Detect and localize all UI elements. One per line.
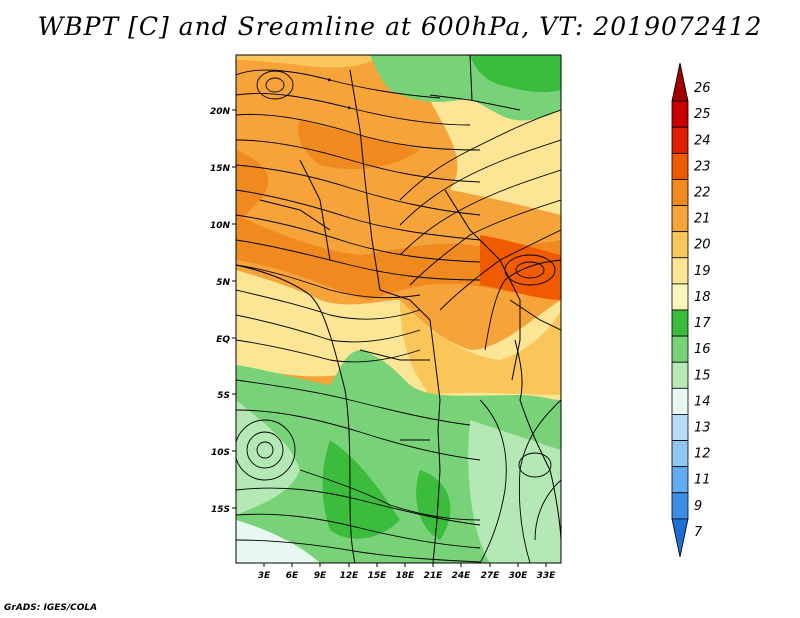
lat-label-20n: 20N bbox=[210, 107, 231, 117]
colorbar-label: 12 bbox=[694, 447, 711, 462]
map-frame bbox=[235, 54, 562, 564]
lon-tick: 6E bbox=[286, 563, 299, 581]
lon-label-21e: 21E bbox=[424, 571, 444, 581]
lat-tick: 15N bbox=[210, 164, 236, 174]
lon-tick: 30E bbox=[509, 563, 529, 581]
lon-tick: 18E bbox=[396, 563, 416, 581]
colorbar-label: 22 bbox=[694, 186, 711, 201]
lon-label-18e: 18E bbox=[396, 571, 416, 581]
lat-tick: EQ bbox=[216, 335, 236, 345]
lat-label-10s: 10S bbox=[211, 448, 230, 458]
lon-tick: 9E bbox=[314, 563, 327, 581]
lat-label-eq: EQ bbox=[216, 335, 230, 345]
chart-title: WBPT [C] and Sreamline at 600hPa, VT: 20… bbox=[37, 12, 763, 41]
colorbar-swatch bbox=[671, 440, 689, 468]
lon-label-12e: 12E bbox=[340, 571, 360, 581]
lon-label-6e: 6E bbox=[286, 571, 299, 581]
lat-tick: 10N bbox=[210, 221, 236, 231]
colorbar-label: 24 bbox=[694, 133, 711, 148]
lat-axis: 20N 15N 10N 5N EQ 5S 10S 15S bbox=[210, 107, 236, 515]
colorbar-label: 13 bbox=[694, 421, 711, 436]
colorbar-swatch bbox=[671, 100, 689, 128]
lon-label-3e: 3E bbox=[258, 571, 271, 581]
colorbar-swatch bbox=[671, 466, 689, 494]
wbpt-field bbox=[236, 55, 561, 563]
colorbar-swatch bbox=[671, 126, 689, 154]
country-borders bbox=[236, 55, 561, 563]
lat-tick: 10S bbox=[211, 448, 236, 458]
lon-tick: 15E bbox=[368, 563, 388, 581]
lon-axis: 3E 6E 9E 12E 15E 18E 21E 24E 27E 30E 33E bbox=[258, 563, 556, 581]
lat-tick: 5N bbox=[216, 278, 236, 288]
colorbar-swatch bbox=[671, 492, 689, 520]
colorbar-label: 18 bbox=[694, 290, 711, 305]
colorbar-label: 19 bbox=[694, 264, 711, 279]
lon-label-27e: 27E bbox=[481, 571, 501, 581]
lat-tick: 15S bbox=[211, 505, 236, 515]
colorbar-label: 25 bbox=[694, 107, 711, 122]
colorbar-label: 14 bbox=[694, 394, 711, 409]
colorbar-label: 15 bbox=[694, 368, 711, 383]
lat-label-15s: 15S bbox=[211, 505, 230, 515]
colorbar-swatch bbox=[671, 361, 689, 389]
colorbar-swatch bbox=[671, 152, 689, 180]
grads-credit: GrADS: IGES/COLA bbox=[4, 603, 98, 613]
lat-tick: 20N bbox=[210, 107, 236, 117]
colorbar-swatch bbox=[671, 309, 689, 337]
lat-label-15n: 15N bbox=[210, 164, 231, 174]
lon-tick: 12E bbox=[340, 563, 360, 581]
colorbar-label: 20 bbox=[694, 238, 711, 253]
lon-tick: 33E bbox=[537, 563, 557, 581]
lon-tick: 21E bbox=[424, 563, 444, 581]
colorbar-swatch bbox=[671, 335, 689, 363]
lat-label-5n: 5N bbox=[216, 278, 230, 288]
lat-label-5s: 5S bbox=[217, 391, 230, 401]
colorbar-label: 7 bbox=[694, 525, 703, 540]
lon-tick: 3E bbox=[258, 563, 271, 581]
lon-label-24e: 24E bbox=[452, 571, 472, 581]
colorbar-swatch bbox=[671, 205, 689, 233]
colorbar-label: 21 bbox=[694, 212, 711, 227]
colorbar-swatch bbox=[671, 518, 689, 558]
lon-tick: 27E bbox=[481, 563, 501, 581]
colorbar-swatch bbox=[671, 387, 689, 415]
lon-tick: 24E bbox=[452, 563, 472, 581]
lon-label-30e: 30E bbox=[509, 571, 529, 581]
lat-label-10n: 10N bbox=[210, 221, 231, 231]
colorbar-swatch bbox=[671, 414, 689, 441]
colorbar-label: 23 bbox=[694, 159, 711, 174]
streamlines bbox=[236, 69, 561, 563]
colorbar-swatch bbox=[671, 179, 689, 206]
lon-label-15e: 15E bbox=[368, 571, 388, 581]
colorbar-swatch bbox=[671, 257, 689, 285]
colorbar-label: 9 bbox=[694, 499, 702, 514]
lon-label-33e: 33E bbox=[537, 571, 557, 581]
colorbar-swatch bbox=[671, 283, 689, 311]
colorbar-label: 16 bbox=[694, 342, 711, 357]
colorbar-swatch bbox=[671, 62, 689, 102]
colorbar-label: 11 bbox=[694, 473, 711, 488]
lon-label-9e: 9E bbox=[314, 571, 327, 581]
colorbar-swatch bbox=[671, 231, 689, 259]
colorbar-label: 17 bbox=[694, 316, 711, 331]
colorbar-label: 26 bbox=[694, 81, 711, 96]
colorbar: 26 25 24 23 22 21 20 19 18 17 16 15 14 13 12 11 9 7 bbox=[671, 62, 711, 558]
lat-tick: 5S bbox=[217, 391, 236, 401]
